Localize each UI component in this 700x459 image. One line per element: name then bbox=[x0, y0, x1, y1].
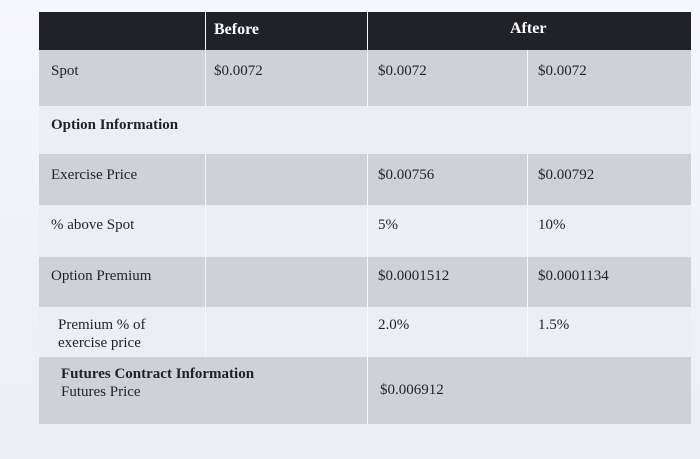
row-label-premium-pct-line2: exercise price bbox=[58, 335, 141, 351]
header-before-cell: Before bbox=[205, 12, 367, 50]
exercise-after-10-value: $0.00792 bbox=[538, 167, 595, 183]
hedging-table: Before After Spot $0.0072 $0.0072 $0.007… bbox=[39, 12, 691, 424]
header-after: After bbox=[510, 20, 547, 37]
premium-pct-after-5-value: 2.0% bbox=[378, 317, 410, 333]
premium-after-5-value: $0.0001512 bbox=[378, 268, 450, 284]
row-label-exercise-price: Exercise Price bbox=[51, 167, 138, 183]
table-header-row: Before After bbox=[39, 12, 691, 50]
premium-pct-after-10-value: 1.5% bbox=[538, 317, 570, 333]
table-row-spot: Spot $0.0072 $0.0072 $0.0072 bbox=[39, 50, 691, 106]
section-label-futures: Futures Contract Information bbox=[61, 366, 255, 382]
spot-before-value: $0.0072 bbox=[214, 63, 263, 79]
header-empty-cell bbox=[39, 12, 205, 50]
row-label-option-premium: Option Premium bbox=[51, 268, 152, 284]
table-row-above-spot: % above Spot 5% 10% bbox=[39, 205, 691, 257]
row-label-premium-pct: Premium % of exercise price bbox=[58, 316, 146, 352]
header-after-cell: After bbox=[367, 12, 691, 50]
row-label-premium-pct-line1: Premium % of bbox=[58, 317, 146, 333]
row-label-futures-price: Futures Price bbox=[61, 384, 141, 400]
header-before: Before bbox=[214, 21, 260, 38]
table-row-premium-pct: Premium % of exercise price 2.0% 1.5% bbox=[39, 307, 691, 357]
exercise-after-5-value: $0.00756 bbox=[378, 167, 435, 183]
section-label-option-information: Option Information bbox=[51, 117, 179, 133]
table-row-futures: Futures Contract Information Futures Pri… bbox=[39, 357, 691, 424]
above-spot-after-5-value: 5% bbox=[378, 217, 398, 233]
spot-after-5-value: $0.0072 bbox=[378, 63, 427, 79]
spot-after-10-value: $0.0072 bbox=[538, 63, 587, 79]
above-spot-after-10-value: 10% bbox=[538, 217, 566, 233]
table-row-exercise-price: Exercise Price $0.00756 $0.00792 bbox=[39, 154, 691, 205]
premium-after-10-value: $0.0001134 bbox=[538, 268, 609, 284]
futures-after-5-value: $0.006912 bbox=[380, 382, 444, 398]
table-row-option-information: Option Information bbox=[39, 106, 691, 154]
table-row-option-premium: Option Premium $0.0001512 $0.0001134 bbox=[39, 257, 691, 307]
row-label-spot: Spot bbox=[51, 63, 79, 79]
futures-labels: Futures Contract Information Futures Pri… bbox=[61, 365, 254, 401]
row-label-above-spot: % above Spot bbox=[51, 217, 135, 233]
